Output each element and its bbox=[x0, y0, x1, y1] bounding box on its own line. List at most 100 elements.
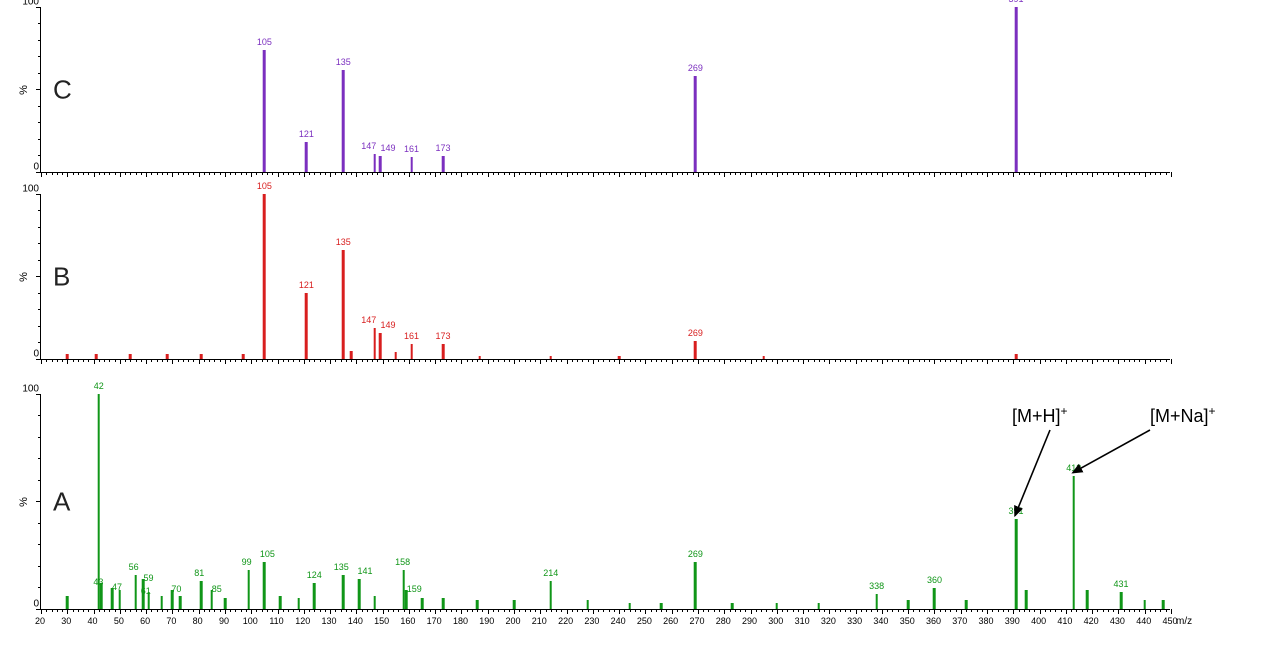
spectrum-peak bbox=[394, 352, 397, 359]
peak-label: 135 bbox=[336, 237, 351, 247]
peak-label: 135 bbox=[336, 57, 351, 67]
annotation-m-plus-na: [M+Na]+ bbox=[1150, 404, 1216, 427]
x-tick-label: 310 bbox=[795, 616, 810, 626]
peak-label: 173 bbox=[436, 331, 451, 341]
peak-label: 413 bbox=[1066, 463, 1081, 473]
x-tick-label: 160 bbox=[400, 616, 415, 626]
spectrum-peak bbox=[134, 575, 137, 609]
y-tick-label: 0 bbox=[33, 599, 39, 610]
panel-label-c: C bbox=[53, 75, 72, 106]
spectrum-peak bbox=[442, 598, 445, 609]
x-tick-label: 100 bbox=[243, 616, 258, 626]
spectrum-peak bbox=[513, 600, 516, 609]
spectrum-peak bbox=[442, 156, 445, 173]
spectrum-panel-a: % A 010042434756596170818599105124135141… bbox=[40, 395, 1170, 610]
x-tick-label: 230 bbox=[584, 616, 599, 626]
spectrum-peak bbox=[179, 596, 182, 609]
x-tick-label: 90 bbox=[219, 616, 229, 626]
annotation-m-plus-h: [M+H]+ bbox=[1012, 404, 1068, 427]
spectrum-peak bbox=[200, 581, 203, 609]
spectrum-peak bbox=[95, 354, 98, 359]
x-tick-label: 170 bbox=[427, 616, 442, 626]
y-tick-label: 100 bbox=[22, 384, 39, 395]
x-tick-label: 240 bbox=[611, 616, 626, 626]
spectrum-peak bbox=[279, 596, 282, 609]
peak-label: 149 bbox=[380, 143, 395, 153]
spectrum-peak bbox=[166, 354, 169, 359]
spectrum-peak bbox=[550, 356, 553, 359]
peak-label: 269 bbox=[688, 63, 703, 73]
spectrum-panel-c: % C 0100105121135147149161173269391 bbox=[40, 8, 1170, 173]
spectrum-peak bbox=[694, 76, 697, 172]
y-tick-label: 100 bbox=[22, 184, 39, 195]
peak-label: 391 bbox=[1008, 506, 1023, 516]
x-tick-label: 370 bbox=[952, 616, 967, 626]
y-axis-label-c: % bbox=[18, 85, 30, 95]
spectrum-peak bbox=[263, 562, 266, 609]
spectrum-peak bbox=[129, 354, 132, 359]
plot-area-b: % B 0100105121135147149161173269 bbox=[40, 195, 1170, 360]
annotation-superscript: + bbox=[1061, 404, 1068, 418]
spectrum-peak bbox=[305, 142, 308, 172]
spectrum-peak bbox=[586, 600, 589, 609]
x-tick-label: 360 bbox=[926, 616, 941, 626]
x-axis-title: m/z bbox=[1176, 616, 1192, 627]
x-tick-label: 390 bbox=[1005, 616, 1020, 626]
x-tick-label: 220 bbox=[558, 616, 573, 626]
spectrum-peak bbox=[1025, 590, 1028, 609]
spectrum-peak bbox=[1015, 519, 1018, 609]
spectrum-peak bbox=[373, 154, 376, 172]
spectrum-peak bbox=[694, 341, 697, 359]
spectrum-peak bbox=[379, 333, 382, 359]
x-tick-label: 20 bbox=[35, 616, 45, 626]
spectrum-peak bbox=[342, 70, 345, 172]
x-tick-label: 260 bbox=[663, 616, 678, 626]
x-tick-label: 140 bbox=[348, 616, 363, 626]
spectrum-peak bbox=[297, 598, 300, 609]
x-tick-label: 70 bbox=[166, 616, 176, 626]
peak-label: 269 bbox=[688, 549, 703, 559]
spectrum-peak bbox=[1143, 600, 1146, 609]
x-tick-label: 320 bbox=[821, 616, 836, 626]
spectrum-peak bbox=[933, 588, 936, 610]
peak-label: 42 bbox=[94, 381, 104, 391]
spectrum-panel-b: % B 0100105121135147149161173269 bbox=[40, 195, 1170, 360]
spectrum-peak bbox=[373, 328, 376, 359]
peak-label: 147 bbox=[361, 315, 376, 325]
peak-label: 161 bbox=[404, 331, 419, 341]
spectrum-peak bbox=[1162, 600, 1165, 609]
spectrum-peak bbox=[313, 583, 316, 609]
spectrum-peak bbox=[242, 354, 245, 359]
annotation-text: [M+H] bbox=[1012, 406, 1061, 426]
spectrum-peak bbox=[1072, 476, 1075, 609]
peak-label: 105 bbox=[260, 549, 275, 559]
x-tick-label: 300 bbox=[768, 616, 783, 626]
peak-label: 56 bbox=[129, 562, 139, 572]
peak-label: 99 bbox=[242, 557, 252, 567]
spectrum-peak bbox=[379, 156, 382, 173]
spectrum-peak bbox=[119, 590, 122, 609]
spectrum-peak bbox=[247, 570, 250, 609]
spectrum-peak bbox=[305, 293, 308, 359]
spectrum-peak bbox=[410, 344, 413, 359]
x-tick-label: 440 bbox=[1136, 616, 1151, 626]
spectrum-peak bbox=[550, 581, 553, 609]
x-tick-label: 270 bbox=[689, 616, 704, 626]
x-tick-label: 290 bbox=[742, 616, 757, 626]
peak-label: 147 bbox=[361, 141, 376, 151]
plot-area-a: % A 010042434756596170818599105124135141… bbox=[40, 395, 1170, 610]
x-tick-label: 210 bbox=[532, 616, 547, 626]
x-tick-label: 180 bbox=[453, 616, 468, 626]
x-tick-label: 130 bbox=[322, 616, 337, 626]
spectrum-peak bbox=[200, 354, 203, 359]
peak-label: 121 bbox=[299, 280, 314, 290]
y-tick-label: 0 bbox=[33, 349, 39, 360]
spectrum-peak bbox=[1086, 590, 1089, 609]
spectrum-peak bbox=[66, 596, 69, 609]
spectrum-peak bbox=[694, 562, 697, 609]
x-tick-label: 330 bbox=[847, 616, 862, 626]
x-tick-label: 190 bbox=[479, 616, 494, 626]
peak-label: 105 bbox=[257, 181, 272, 191]
spectrum-peak bbox=[875, 594, 878, 609]
annotation-superscript: + bbox=[1209, 404, 1216, 418]
